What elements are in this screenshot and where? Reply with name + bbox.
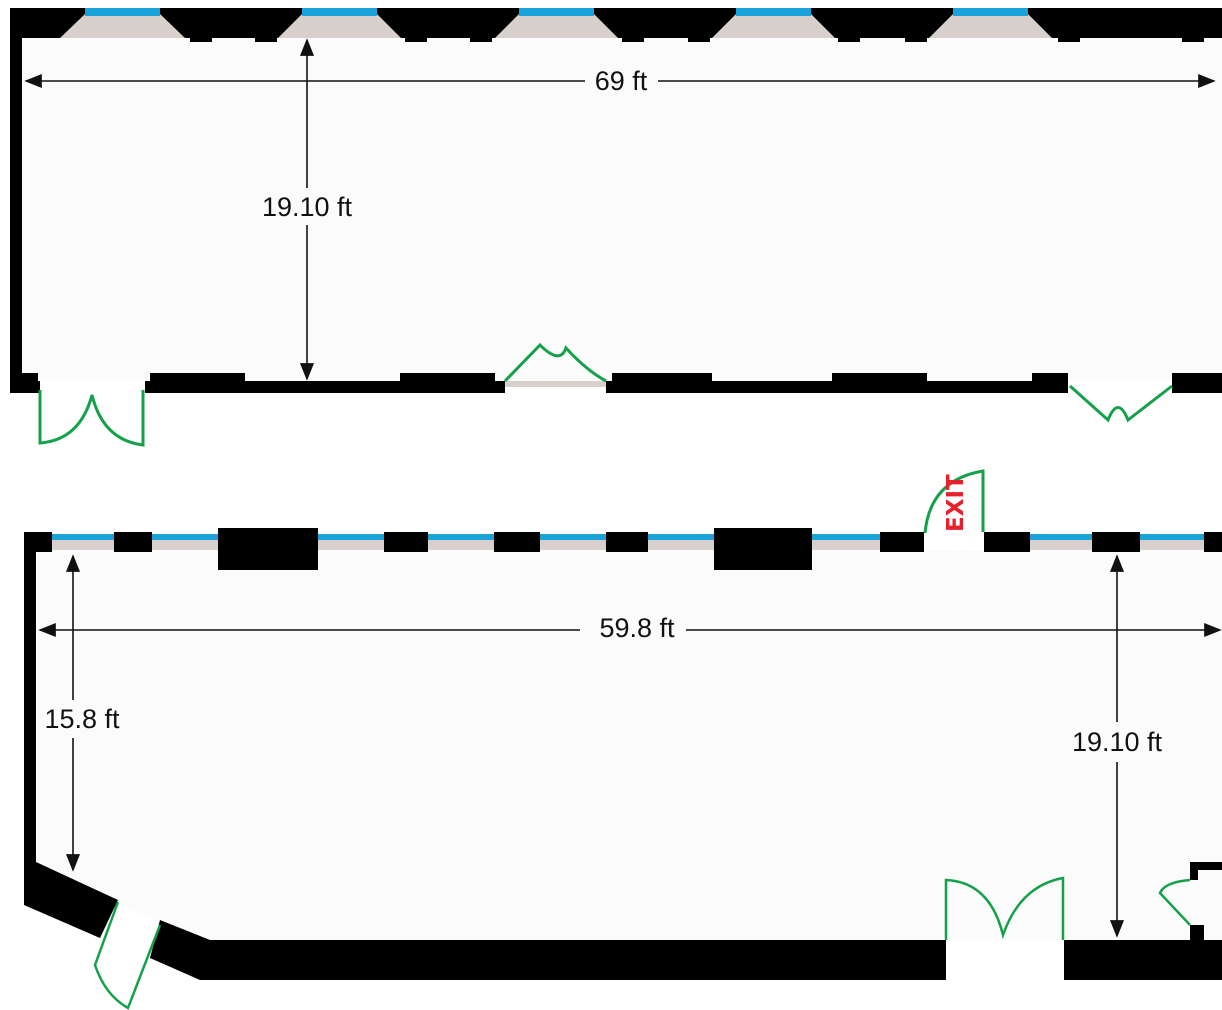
window-glass xyxy=(85,8,160,16)
top-room-windows xyxy=(60,8,1052,38)
bottom-room: EXIT 59.8 ft 15.8 ft 19.10 ft xyxy=(24,469,1222,1010)
top-room: 69 ft 19.10 ft xyxy=(10,8,1222,447)
window xyxy=(712,14,835,38)
bottom-room-south-wall xyxy=(1064,940,1222,980)
swing-door-icon[interactable] xyxy=(1068,384,1173,423)
top-room-south-wall xyxy=(10,373,1222,393)
bottom-room-north-wall xyxy=(24,528,1222,570)
bottom-room-south-wall xyxy=(208,940,946,980)
bottom-room-west-wall xyxy=(24,532,36,867)
bottom-room-left-depth-label: 15.8 ft xyxy=(44,704,120,734)
window xyxy=(60,14,185,38)
window xyxy=(929,14,1052,38)
window-glass xyxy=(736,8,811,16)
bottom-room-width-label: 59.8 ft xyxy=(599,613,675,643)
window-glass xyxy=(302,8,377,16)
top-room-depth-label: 19.10 ft xyxy=(262,192,353,222)
top-room-width-label: 69 ft xyxy=(595,66,648,96)
window xyxy=(505,381,606,387)
bottom-room-southwest-wall xyxy=(24,862,118,938)
swing-door-icon[interactable] xyxy=(503,342,607,383)
bottom-room-right-depth-label: 19.10 ft xyxy=(1072,727,1163,757)
top-room-floor xyxy=(22,38,1222,381)
window-glass xyxy=(519,8,594,16)
swing-door-icon[interactable] xyxy=(93,901,162,1010)
swing-door-icon[interactable] xyxy=(1158,878,1191,926)
top-room-west-wall xyxy=(10,8,22,393)
bottom-room-southwest-wall xyxy=(150,920,210,980)
exit-door-icon[interactable] xyxy=(923,469,985,534)
exit-sign: EXIT xyxy=(943,474,969,532)
bottom-room-east-wall xyxy=(1190,862,1222,943)
bottom-room-floor xyxy=(36,550,1222,940)
window xyxy=(495,14,618,38)
swing-door-icon[interactable] xyxy=(944,876,1065,940)
window-glass xyxy=(953,8,1028,16)
top-room-pilasters xyxy=(190,36,1204,42)
swing-door-icon[interactable] xyxy=(38,390,145,447)
window xyxy=(278,14,401,38)
